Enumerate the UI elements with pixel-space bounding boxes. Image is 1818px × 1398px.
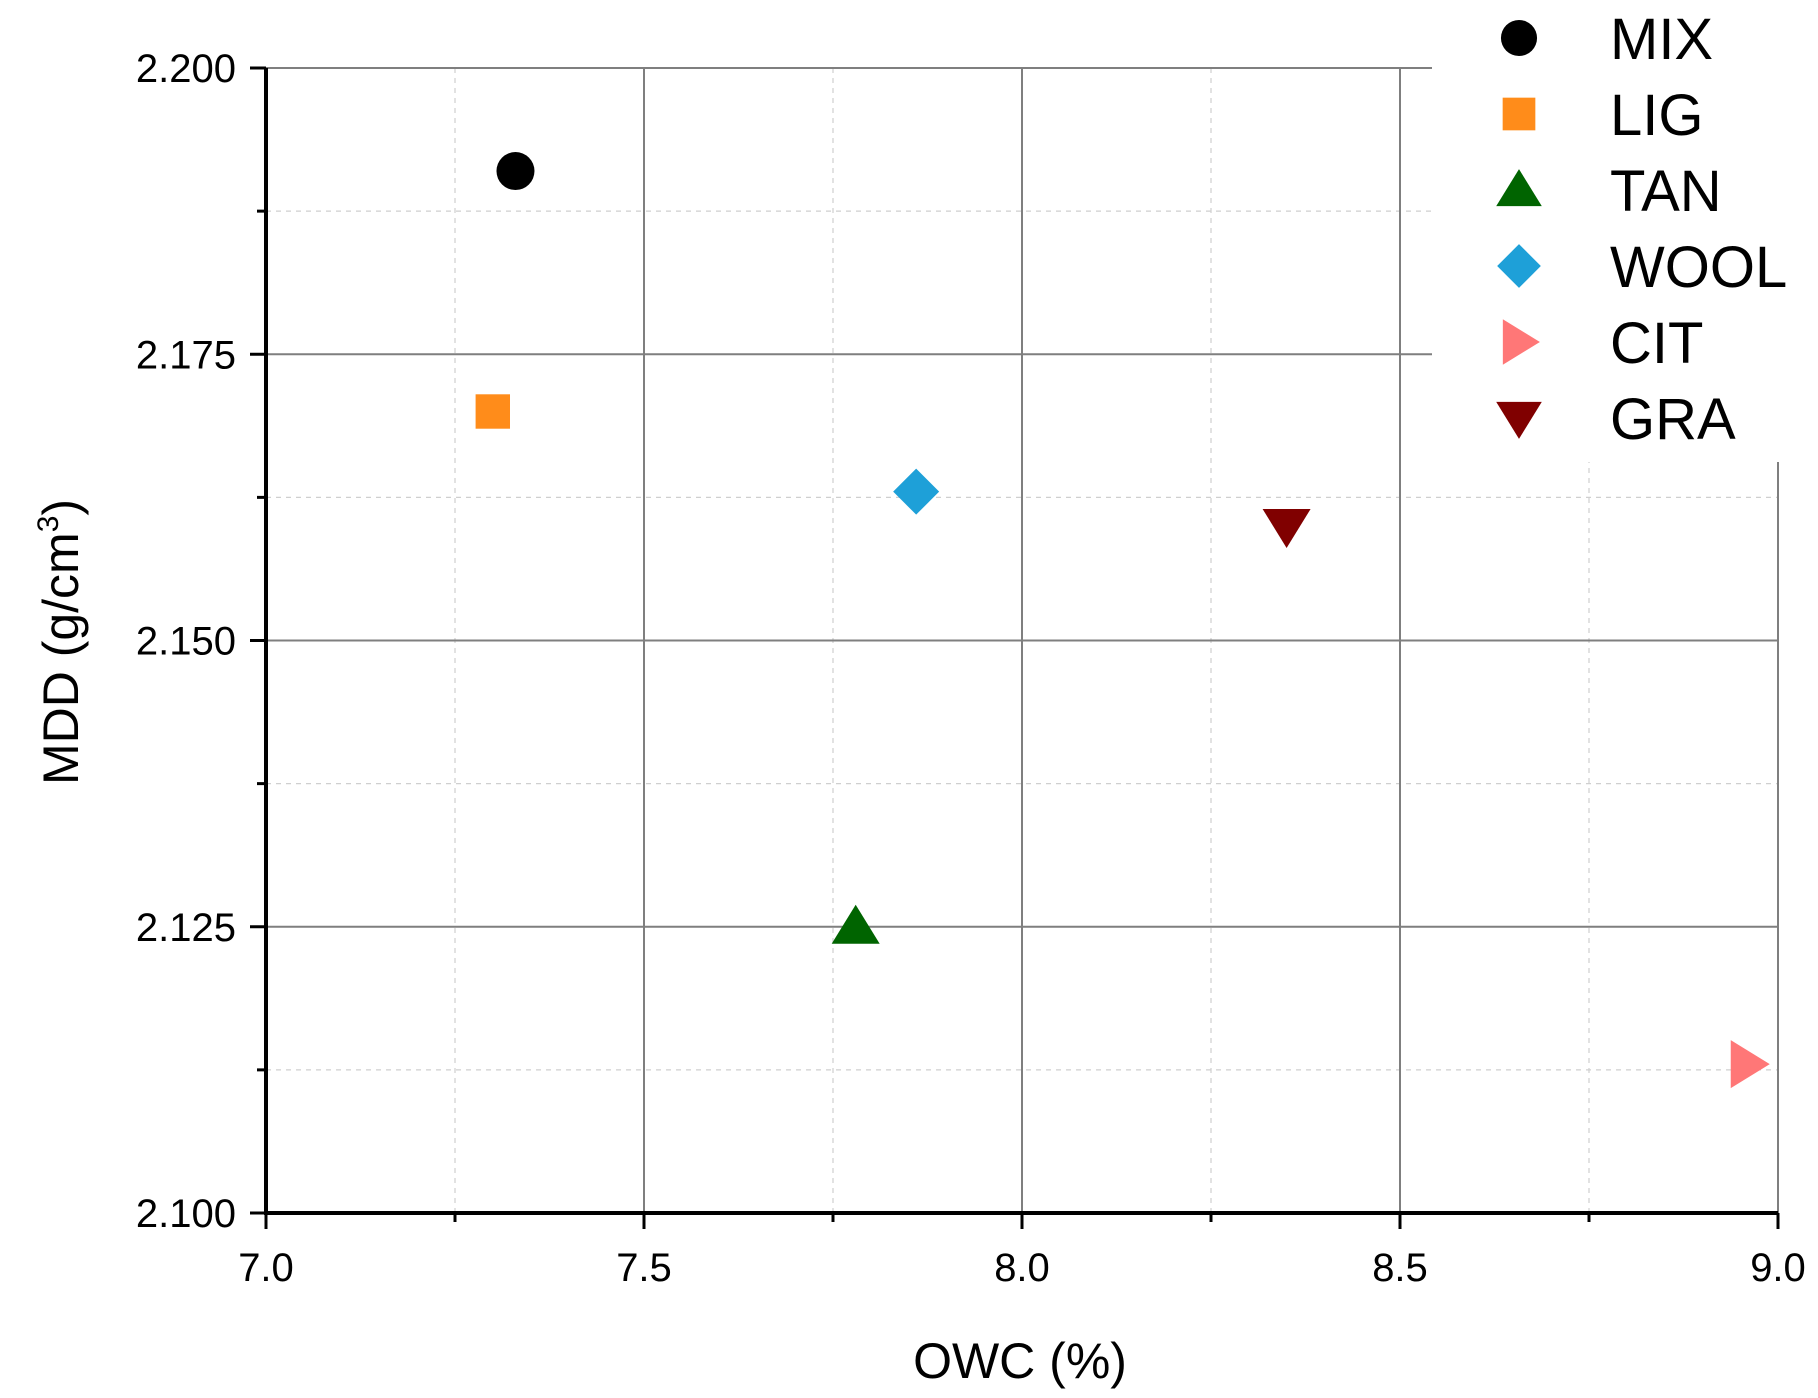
data-point-gra (1262, 509, 1311, 548)
data-point-cit (1730, 1040, 1770, 1089)
y-axis-title: MDD (g/cm3) (32, 499, 89, 785)
legend-label-wool: WOOL (1610, 235, 1787, 300)
y-tick-label: 2.100 (136, 1192, 236, 1236)
legend-marker-mix (1500, 19, 1538, 57)
legend-marker-lig (1502, 97, 1536, 131)
legend-marker-wool (1497, 244, 1541, 288)
legend-label-gra: GRA (1610, 387, 1736, 452)
tick-labels: 7.0 7.5 8.0 8.5 9.0 2.100 2.125 2.150 2.175 2.200 (136, 47, 1806, 1290)
legend-marker-gra (1496, 401, 1542, 439)
y-tick-label: 2.200 (136, 47, 236, 91)
x-tick-label: 9.0 (1750, 1246, 1806, 1290)
x-tick-label: 7.5 (616, 1246, 672, 1290)
x-tick-label: 8.0 (994, 1246, 1050, 1290)
y-tick-label: 2.150 (136, 620, 236, 664)
legend-marker-tan (1496, 169, 1542, 207)
legend-label-tan: TAN (1610, 159, 1722, 224)
data-point-mix (496, 152, 535, 191)
y-tick-label: 2.175 (136, 333, 236, 377)
legend-label-lig: LIG (1610, 83, 1704, 148)
x-tick-label: 7.0 (238, 1246, 294, 1290)
y-axis-title-superscript: 3 (32, 516, 65, 533)
y-tick-label: 2.125 (136, 906, 236, 950)
data-point-lig (475, 394, 510, 429)
y-axis-title-close: ) (33, 499, 89, 516)
x-tick-label: 8.5 (1372, 1246, 1428, 1290)
axes (250, 66, 1780, 1229)
x-axis-title: OWC (%) (913, 1333, 1127, 1389)
legend: MIX LIG TAN WOOL CIT GRA (1432, 0, 1818, 462)
legend-marker-cit (1502, 319, 1540, 365)
data-point-wool (893, 468, 940, 515)
legend-label-cit: CIT (1610, 311, 1703, 376)
data-point-tan (831, 904, 880, 944)
legend-background (1432, 0, 1818, 462)
legend-label-mix: MIX (1610, 7, 1713, 72)
y-axis-title-main: MDD (g/cm (33, 532, 89, 785)
data-points (475, 152, 1770, 1089)
